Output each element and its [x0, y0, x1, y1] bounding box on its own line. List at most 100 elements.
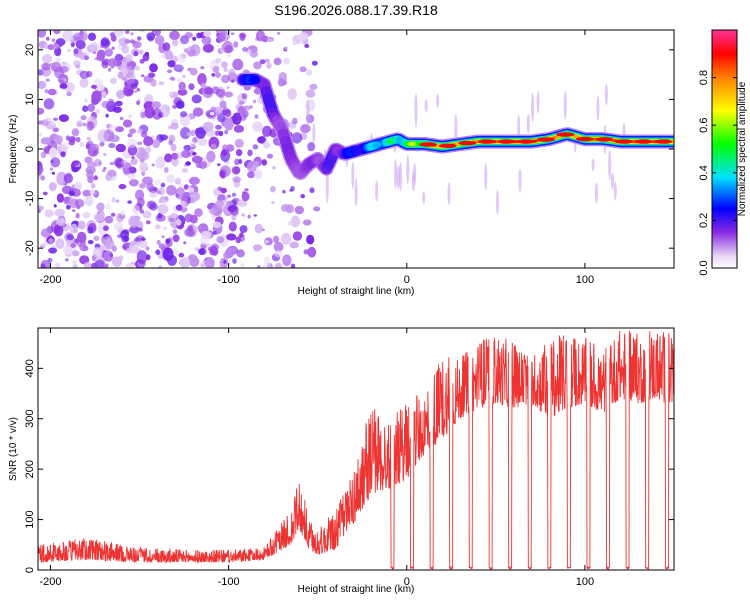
- noise-speck: [294, 205, 304, 215]
- noise-speck: [306, 69, 313, 76]
- noise-speck: [45, 117, 52, 123]
- noise-speck: [122, 119, 133, 128]
- noise-speck: [107, 58, 118, 68]
- noise-speck: [183, 144, 191, 151]
- noise-speck: [185, 161, 191, 166]
- noise-speck: [253, 61, 262, 70]
- noise-speck: [53, 204, 57, 208]
- noise-speck: [162, 247, 174, 261]
- y-tick-label: 200: [24, 460, 36, 478]
- noise-speck: [210, 143, 217, 150]
- faint-streak: [399, 161, 403, 191]
- noise-speck: [194, 128, 200, 135]
- faint-streak: [325, 167, 329, 204]
- noise-speck: [105, 203, 111, 210]
- noise-speck: [53, 224, 64, 237]
- noise-speck: [139, 158, 145, 163]
- noise-speck: [266, 61, 272, 69]
- noise-speck: [75, 136, 81, 143]
- noise-speck: [229, 204, 239, 216]
- noise-speck: [116, 89, 126, 99]
- noise-speck: [40, 263, 46, 268]
- noise-speck: [131, 156, 135, 159]
- noise-speck: [234, 138, 244, 148]
- noise-speck: [216, 32, 226, 43]
- noise-speck: [51, 171, 55, 175]
- noise-speck: [271, 200, 275, 205]
- noise-speck: [104, 215, 114, 224]
- noise-speck: [79, 70, 90, 79]
- noise-speck: [232, 192, 236, 197]
- snr-chart: -200 -100 0 100 0 100 200 300 400 Height of stra…: [8, 327, 675, 595]
- ridge-hotspot: [517, 139, 536, 144]
- noise-speck: [42, 54, 53, 64]
- noise-speck: [84, 55, 89, 61]
- noise-speck: [161, 54, 166, 59]
- noise-speck: [152, 108, 162, 120]
- noise-speck: [122, 162, 133, 175]
- noise-speck: [311, 60, 318, 66]
- ridge-hotspot: [634, 139, 653, 144]
- noise-speck: [249, 105, 254, 109]
- noise-speck: [121, 61, 126, 66]
- noise-speck: [100, 37, 110, 49]
- noise-speck: [140, 237, 146, 241]
- noise-speck: [113, 222, 124, 232]
- noise-speck: [76, 120, 84, 128]
- noise-speck: [289, 241, 299, 249]
- noise-speck: [93, 175, 98, 181]
- noise-speck: [106, 168, 118, 181]
- noise-speck: [163, 167, 169, 173]
- faint-streak: [484, 163, 488, 191]
- noise-speck: [78, 220, 86, 230]
- noise-speck: [305, 99, 316, 112]
- faint-streak: [613, 181, 617, 201]
- noise-speck: [189, 191, 201, 202]
- noise-speck: [210, 245, 218, 253]
- faint-streak: [536, 91, 540, 114]
- faint-streak: [394, 158, 398, 190]
- x-tick-label: 0: [404, 274, 410, 286]
- noise-speck: [306, 234, 315, 245]
- noise-speck: [136, 128, 143, 134]
- ridge-hotspot: [477, 139, 496, 144]
- noise-speck: [47, 44, 55, 51]
- noise-speck: [125, 263, 134, 268]
- noise-speck: [108, 67, 112, 72]
- noise-speck: [224, 129, 229, 135]
- noise-speck: [235, 236, 241, 244]
- noise-speck: [167, 60, 176, 68]
- spectrogram-ylabel: Frequency (Hz): [8, 115, 19, 184]
- noise-speck: [191, 155, 203, 164]
- noise-speck: [196, 225, 201, 230]
- y-tick-label: 400: [24, 359, 36, 377]
- noise-speck: [168, 139, 173, 146]
- noise-speck: [140, 111, 146, 119]
- noise-speck: [223, 260, 227, 264]
- ridge-hotspot: [458, 140, 477, 146]
- noise-speck: [84, 98, 88, 103]
- noise-speck: [197, 137, 207, 146]
- noise-speck: [109, 77, 118, 85]
- noise-speck: [107, 98, 114, 106]
- noise-speck: [200, 66, 205, 70]
- y-tick-label: 100: [24, 510, 36, 528]
- noise-speck: [144, 106, 155, 119]
- noise-speck: [67, 49, 71, 52]
- noise-speck: [119, 116, 124, 121]
- noise-speck: [155, 249, 161, 255]
- noise-speck: [145, 246, 150, 251]
- noise-speck: [205, 257, 215, 268]
- faint-streak: [526, 113, 530, 134]
- noise-speck: [221, 74, 230, 84]
- snr-xlabel: Height of straight line (km): [298, 584, 415, 595]
- noise-speck: [62, 30, 74, 42]
- noise-speck: [52, 127, 59, 133]
- y-tick-label: 300: [24, 410, 36, 428]
- noise-speck: [132, 41, 142, 49]
- noise-speck: [40, 243, 47, 248]
- faint-streak: [447, 182, 451, 205]
- noise-speck: [54, 46, 62, 57]
- noise-speck: [247, 171, 255, 179]
- noise-speck: [290, 263, 296, 268]
